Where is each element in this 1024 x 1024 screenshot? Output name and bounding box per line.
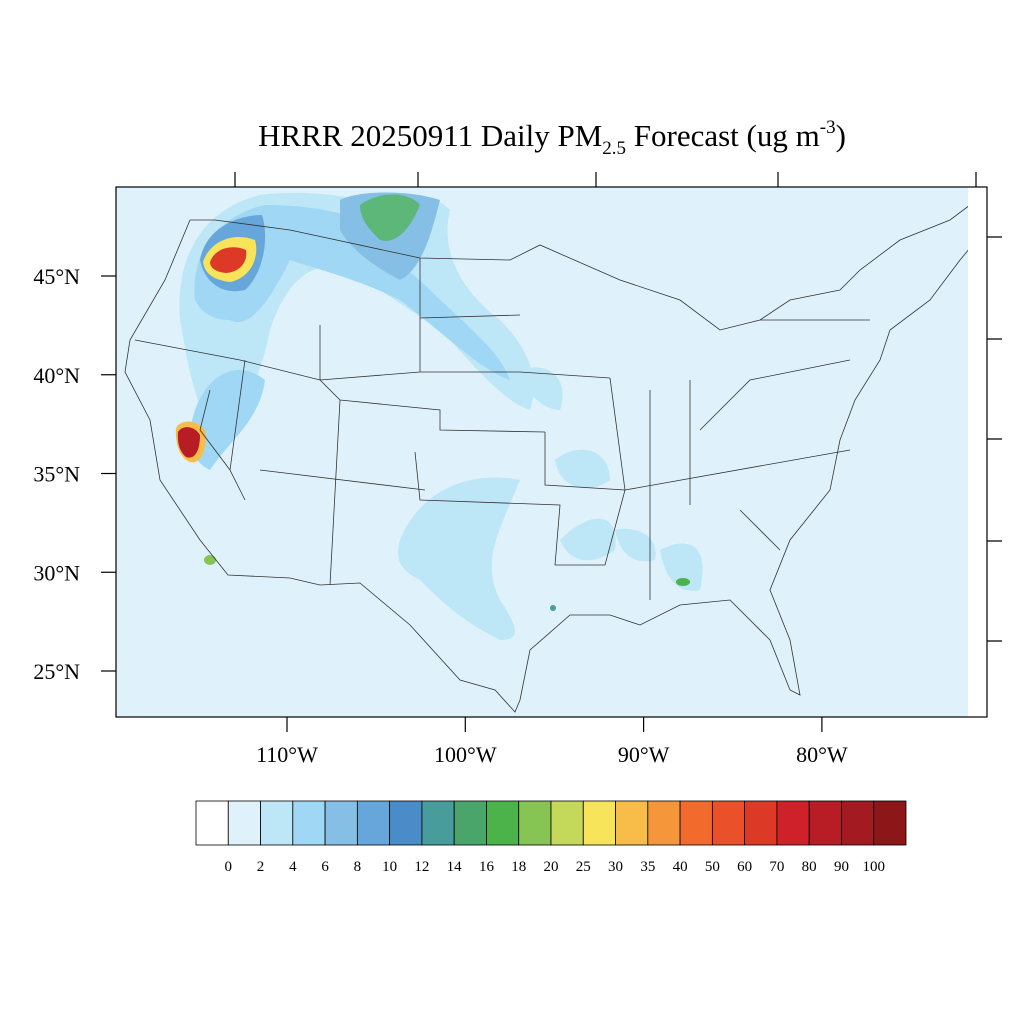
colorbar-label: 16 <box>479 859 495 875</box>
plume <box>194 205 510 380</box>
colorbar-box <box>227 800 261 846</box>
title-sub: 2.5 <box>602 138 626 159</box>
colorbar-box <box>841 800 875 846</box>
title-text: HRRR 20250911 Daily PM <box>258 118 602 153</box>
colorbar-label: 6 <box>321 859 329 875</box>
plume <box>204 555 216 565</box>
colorbar-box <box>453 800 487 846</box>
colorbar-box <box>356 800 391 846</box>
colorbar-box <box>195 800 229 846</box>
colorbar-box <box>486 800 520 846</box>
colorbar-label: 12 <box>414 859 429 875</box>
lon-label: 100°W <box>434 742 497 767</box>
colorbar-box <box>260 800 294 846</box>
colorbar-label: 20 <box>544 859 559 875</box>
title-text: Forecast (ug m <box>626 118 820 153</box>
plume <box>550 605 556 611</box>
colorbar-label: 35 <box>640 859 655 875</box>
colorbar-label: 100 <box>862 859 885 875</box>
colorbar-box <box>324 800 358 846</box>
title-text: ) <box>836 118 846 153</box>
lat-label: 35°N <box>33 462 80 487</box>
plume <box>210 247 247 273</box>
colorbar-label: 4 <box>289 859 297 875</box>
colorbar-box <box>550 800 584 846</box>
colorbar-box <box>518 800 552 846</box>
plume <box>676 578 690 586</box>
map <box>115 172 1002 718</box>
lat-label: 30°N <box>33 560 80 585</box>
frame-ticks <box>234 172 1002 642</box>
colorbar-label: 8 <box>354 859 362 875</box>
state-lines <box>134 258 870 600</box>
plume <box>520 367 703 591</box>
colorbar-box <box>292 800 326 846</box>
colorbar-box <box>776 800 810 846</box>
plume <box>398 477 520 640</box>
colorbar-label: 18 <box>511 859 526 875</box>
colorbar-box <box>615 800 649 846</box>
lon-label: 90°W <box>618 742 670 767</box>
map-frame <box>115 186 988 718</box>
colorbar-box <box>711 800 746 846</box>
colorbar-box <box>421 800 455 846</box>
colorbar-box <box>679 800 713 846</box>
title: HRRR 20250911 Daily PM2.5 Forecast (ug m… <box>258 117 846 159</box>
colorbar-box <box>647 800 681 846</box>
lat-label: 40°N <box>33 363 80 388</box>
lon-label: 80°W <box>796 742 848 767</box>
colorbar-box <box>582 800 616 846</box>
colorbar-label: 70 <box>769 859 784 875</box>
plume <box>360 194 420 241</box>
colorbar-label: 60 <box>737 859 752 875</box>
colorbar-label: 14 <box>447 859 463 875</box>
colorbar-label: 40 <box>673 859 688 875</box>
colorbar-label: 50 <box>705 859 720 875</box>
lat-label: 25°N <box>33 659 80 684</box>
colorbar-box <box>873 800 907 846</box>
colorbar-label: 30 <box>608 859 623 875</box>
colorbar-label: 10 <box>382 859 397 875</box>
colorbar-box <box>389 800 423 846</box>
lon-label: 110°W <box>256 742 318 767</box>
plume <box>177 427 200 458</box>
colorbar-box <box>744 800 778 846</box>
colorbar-label: 0 <box>225 859 233 875</box>
colorbar-label: 2 <box>257 859 265 875</box>
title-sup: -3 <box>820 117 836 138</box>
colorbar-label: 80 <box>802 859 817 875</box>
lat-label: 45°N <box>33 264 80 289</box>
colorbar-label: 90 <box>834 859 849 875</box>
colorbar-box <box>808 800 842 846</box>
colorbar-label: 25 <box>576 859 591 875</box>
coastline <box>124 204 986 713</box>
unshaded-strip <box>968 187 987 717</box>
